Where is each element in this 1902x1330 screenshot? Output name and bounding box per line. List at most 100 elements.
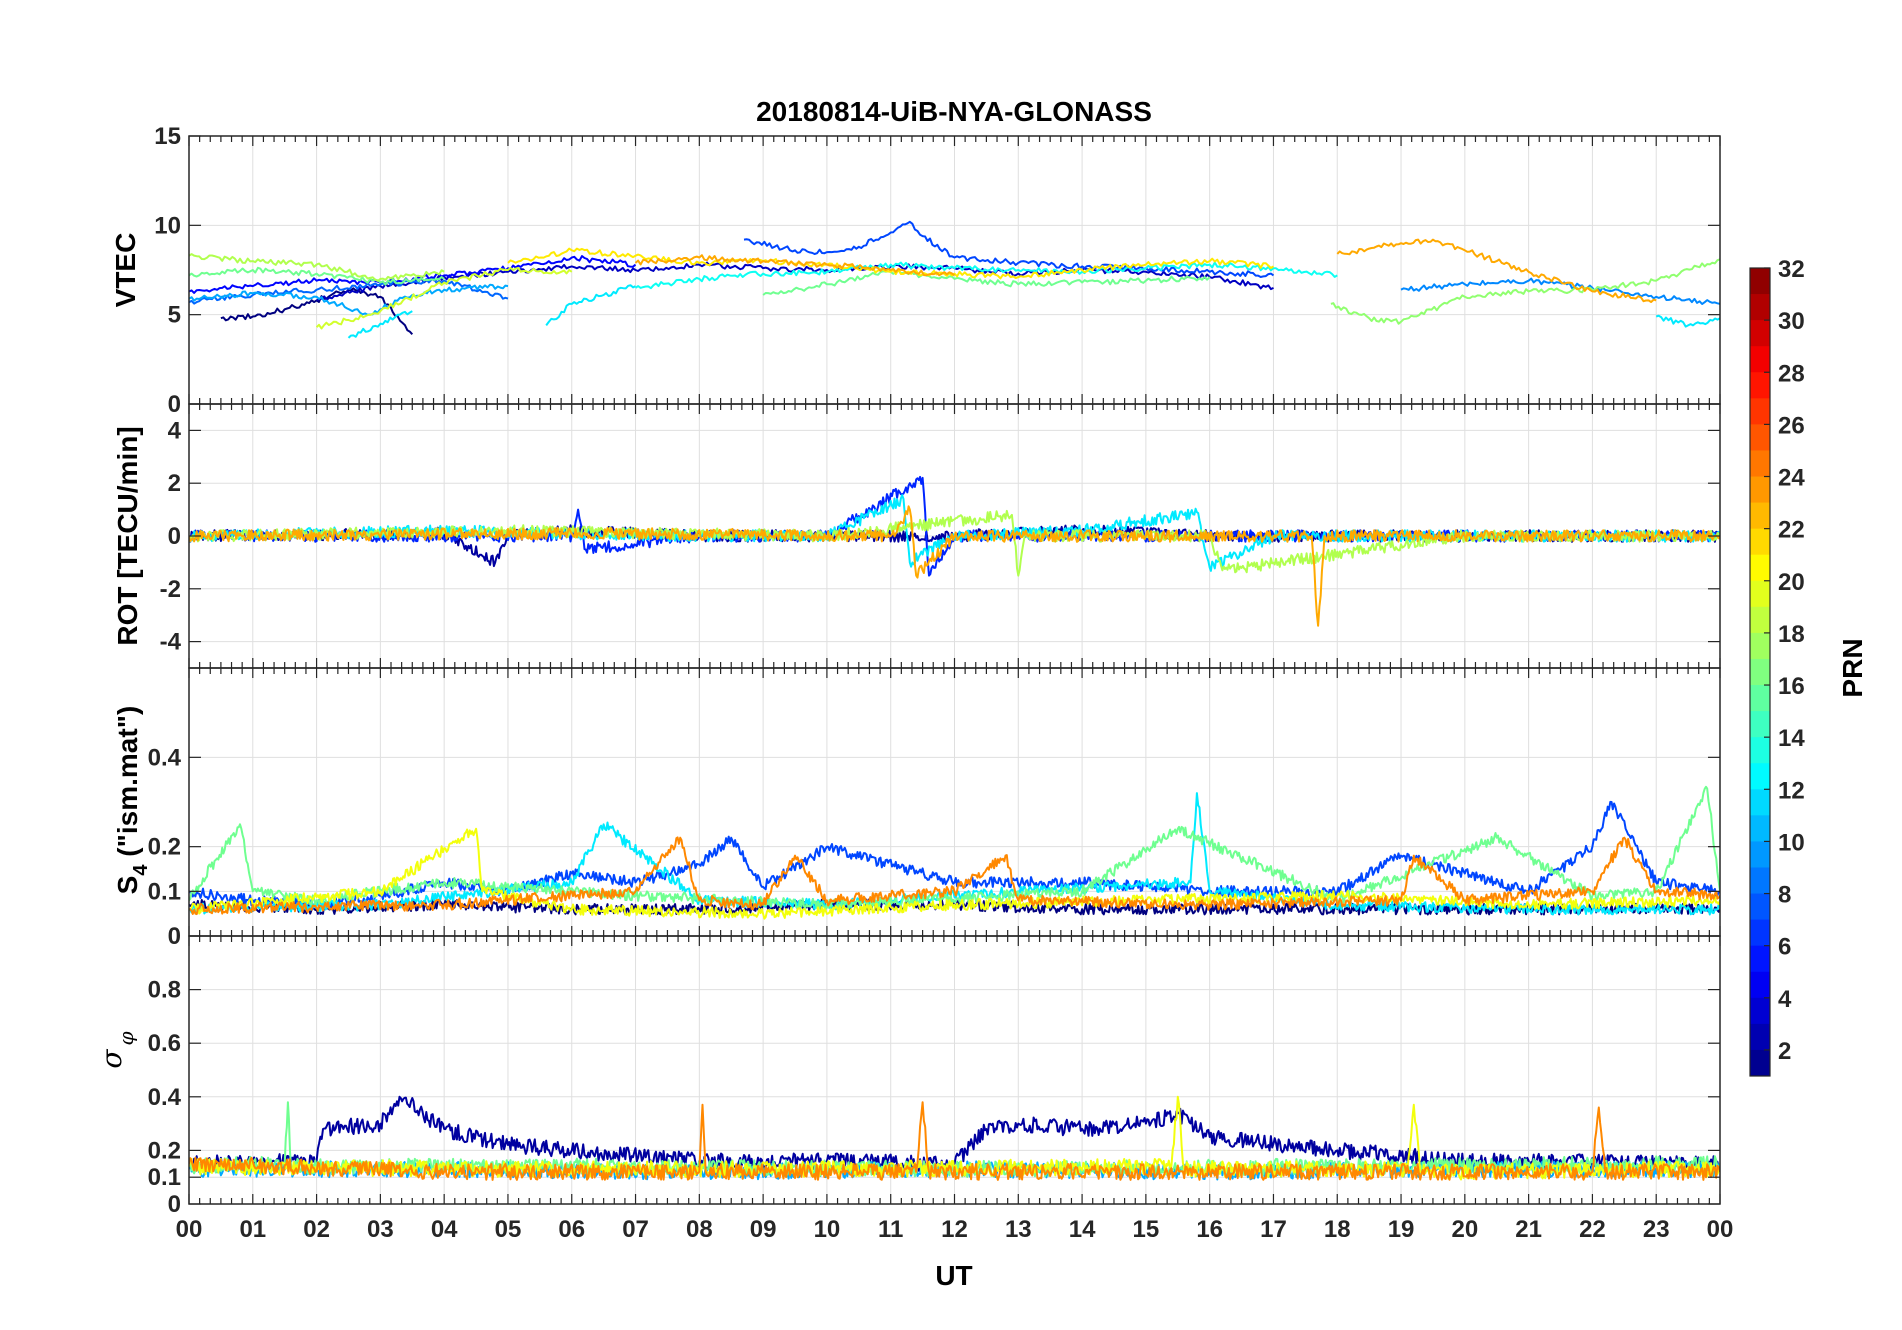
vtec-series-prn-8 (189, 278, 509, 305)
colorbar-segment (1750, 606, 1770, 634)
s4-series-prn-12 (189, 792, 1720, 916)
x-tick-label: 02 (303, 1216, 330, 1243)
s4-axis-title: S4 ("ism.mat") (112, 706, 152, 895)
colorbar-tick-label: 8 (1778, 882, 1791, 909)
vtec-series-prn-12 (347, 310, 413, 339)
colorbar-segment (1750, 372, 1770, 399)
vtec-series-prn-9 (1400, 277, 1720, 305)
s4-axis-title-rest: ("ism.mat") (112, 706, 143, 865)
colorbar-tick-label: 4 (1778, 986, 1792, 1013)
x-tick-label: 17 (1260, 1216, 1287, 1243)
vtec-series-prn-7 (743, 220, 1275, 278)
vtec-grid (189, 136, 1720, 404)
x-tick-label: 00 (1707, 1216, 1734, 1243)
colorbar-segment (1750, 528, 1770, 556)
sigma_phi-y-tick-label: 0 (168, 1191, 181, 1218)
vtec-series-prn-12 (1655, 314, 1720, 328)
vtec-series-prn-10 (189, 283, 509, 316)
x-tick-label: 06 (558, 1216, 585, 1243)
colorbar-tick-label: 14 (1778, 725, 1805, 752)
colorbar-segment (1750, 1049, 1770, 1077)
vtec-y-tick-label: 0 (168, 391, 181, 418)
rot-axis-title: ROT [TECU/min] (112, 426, 143, 645)
x-tick-label: 13 (1005, 1216, 1032, 1243)
rot-y-tick-label: -4 (160, 629, 182, 656)
x-tick-label: 20 (1451, 1216, 1478, 1243)
s4-series-prn-24 (189, 836, 1720, 916)
colorbar-segment (1750, 685, 1770, 712)
colorbar-tick-label: 28 (1778, 360, 1805, 387)
colorbar-segment (1750, 424, 1770, 451)
colorbar-tick-label: 32 (1778, 256, 1805, 283)
colorbar-tick-label: 24 (1778, 465, 1805, 492)
colorbar-segment (1750, 398, 1770, 425)
x-tick-label: 12 (941, 1216, 968, 1243)
x-tick-label: 11 (878, 1216, 903, 1243)
x-tick-label: 07 (622, 1216, 649, 1243)
vtec-series-prn-17 (1330, 258, 1720, 325)
colorbar-segment (1750, 294, 1770, 321)
colorbar-segment (1750, 997, 1770, 1025)
x-tick-label: 21 (1515, 1216, 1542, 1243)
panels: 051015-4-202400.10.20.400.10.20.40.60.80… (148, 123, 1734, 1243)
colorbar-segment (1750, 502, 1770, 530)
x-tick-label: 04 (431, 1216, 458, 1243)
colorbar-segment (1750, 450, 1770, 478)
s4-y-tick-label: 0.4 (148, 744, 182, 771)
rot-series-prn-23 (189, 505, 1720, 627)
colorbar-tick-label: 2 (1778, 1038, 1791, 1065)
s4-y-tick-label: 0.1 (148, 878, 181, 905)
colorbar-tick-label: 16 (1778, 673, 1805, 700)
chart-title: 20180814-UiB-NYA-GLONASS (756, 96, 1152, 127)
vtec-series-prn-12 (545, 284, 636, 326)
panel-vtec: 0 5 10 15 (154, 123, 1721, 418)
x-tick-labels: 00 01 02 03 04 05 06 07 08 09 10 11 12 13 14 15 16 17 18 19… (176, 1216, 1734, 1243)
colorbar-tick-label: 6 (1778, 934, 1791, 961)
s4-axis-title-sub: 4 (130, 864, 152, 876)
panel-s4: 0 0.1 0.2 0.4 (148, 667, 1721, 950)
s4-axis-title-main: S (112, 876, 143, 895)
colorbar-segment (1750, 711, 1770, 738)
sigma_phi-y-tick-label: 0.1 (148, 1164, 181, 1191)
x-tick-label: 00 (176, 1216, 203, 1243)
s4-series (189, 785, 1720, 920)
vtec-series-prn-18 (189, 253, 445, 282)
colorbar-segment (1750, 632, 1770, 660)
colorbar-tick-label: 22 (1778, 517, 1805, 544)
sigma_phi-y-tick-label: 0.6 (148, 1030, 181, 1057)
colorbar-segment (1750, 346, 1770, 373)
vtec-y-tick-label: 10 (154, 212, 181, 239)
colorbar-segment (1750, 476, 1770, 504)
x-tick-label: 19 (1388, 1216, 1415, 1243)
colorbar-frame (1749, 267, 1771, 1077)
vtec-axis-title: VTEC (110, 233, 141, 308)
colorbar-tick-label: 20 (1778, 569, 1805, 596)
x-tick-label: 10 (814, 1216, 841, 1243)
colorbar-segment (1750, 919, 1770, 947)
x-tick-label: 05 (495, 1216, 522, 1243)
sigma_phi-series-prn-24 (189, 1101, 1720, 1181)
x-tick-label: 23 (1643, 1216, 1670, 1243)
colorbar-tick-label: 26 (1778, 412, 1805, 439)
vtec-series-prn-16 (189, 266, 445, 286)
sigma-axis-title-sub: φ (114, 1031, 138, 1045)
s4-y-tick-label: 0 (168, 923, 181, 950)
colorbar-segment (1750, 945, 1770, 973)
sigma_phi-y-tick-label: 0.8 (148, 977, 181, 1004)
colorbar-tick-label: 10 (1778, 829, 1805, 856)
x-tick-label: 16 (1196, 1216, 1223, 1243)
vtec-series-prn-19 (315, 266, 573, 330)
panel-sigma_phi: 00.10.2 0.4 0.6 0.8 (148, 935, 1721, 1218)
colorbar-segment (1750, 893, 1770, 921)
colorbar-segment (1750, 841, 1770, 868)
x-tick-label: 08 (686, 1216, 713, 1243)
colorbar-tick-label: 12 (1778, 777, 1805, 804)
sigma_phi-x-ticks (188, 936, 1721, 1204)
colorbar-segment (1750, 268, 1770, 295)
colorbar-segment (1750, 320, 1770, 347)
colorbar-tick-label: 30 (1778, 308, 1805, 335)
rot-y-tick-label: -2 (160, 576, 181, 603)
colorbar-title: PRN (1837, 638, 1868, 697)
